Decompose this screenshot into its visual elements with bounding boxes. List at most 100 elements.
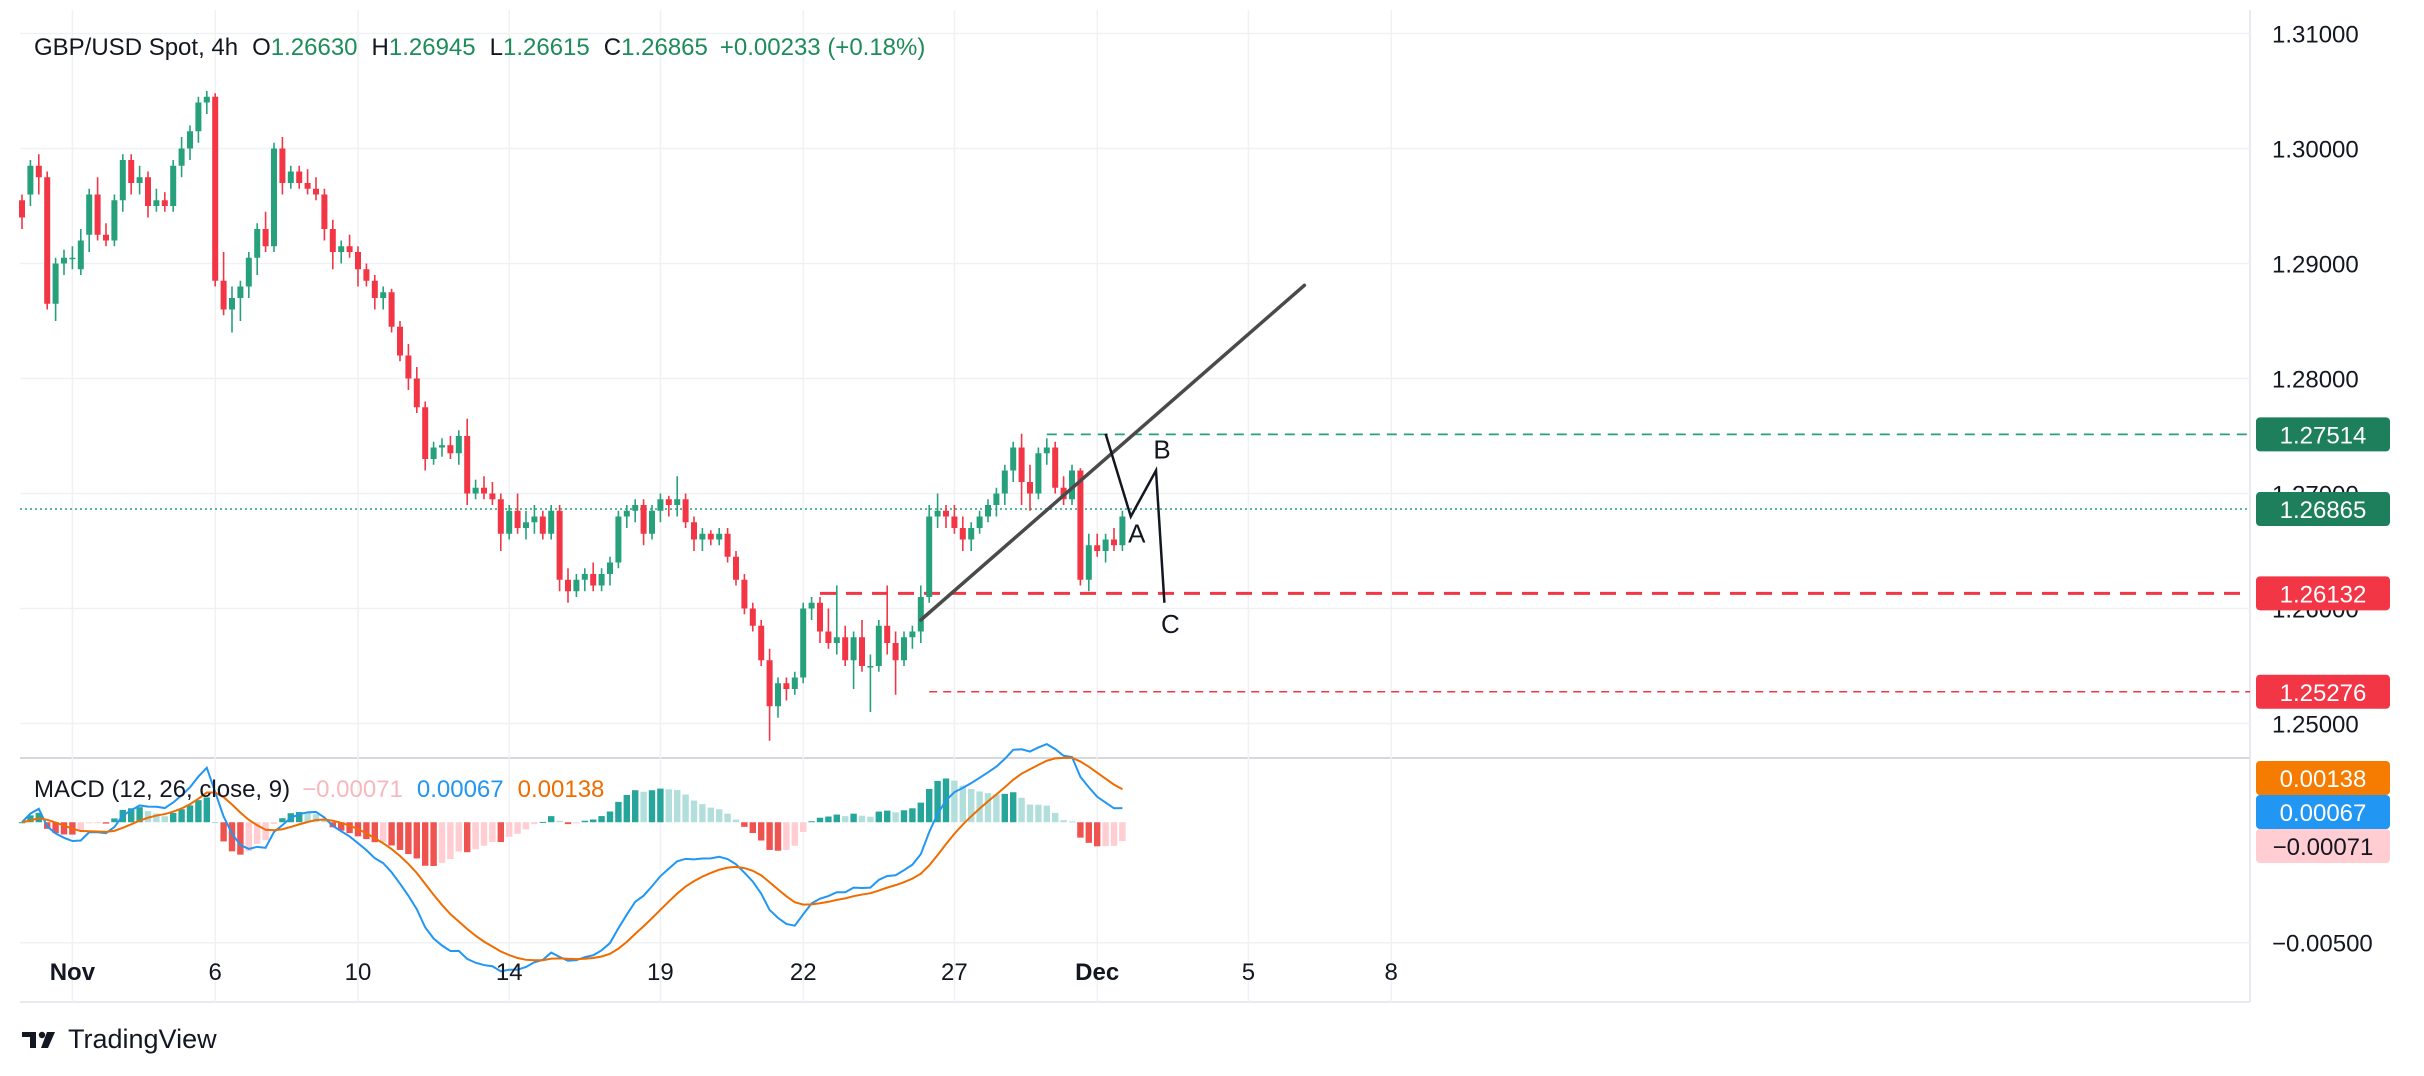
candle-body — [800, 608, 807, 678]
candle-body — [363, 269, 370, 281]
candles — [19, 91, 1126, 741]
macd-histogram-bar — [262, 822, 269, 841]
macd-histogram-bar — [413, 822, 420, 859]
macd-histogram-bar — [548, 816, 555, 823]
candle-body — [531, 516, 538, 523]
candle — [212, 93, 219, 287]
macd-histogram-bar — [951, 780, 958, 823]
macd-histogram-bar — [581, 820, 588, 823]
macd-histogram-bar — [220, 822, 227, 842]
macd-histogram-bar — [623, 794, 630, 823]
candle-body — [1069, 470, 1075, 500]
macd-histogram-bar — [245, 822, 252, 852]
candle-body — [783, 683, 790, 689]
candle-body — [489, 493, 496, 500]
candle — [380, 286, 387, 310]
candle — [119, 154, 126, 212]
candle-body — [447, 445, 454, 454]
candle — [338, 240, 345, 264]
candle — [741, 574, 748, 615]
close-label: C — [603, 34, 622, 61]
candle-body — [968, 528, 975, 540]
candle-body — [304, 183, 311, 189]
candle — [716, 528, 723, 546]
high-value: 1.26945 — [388, 34, 476, 61]
price-tick-label: 1.25000 — [2272, 712, 2359, 739]
candle-body — [413, 378, 420, 408]
candle — [1010, 441, 1017, 482]
candle-body — [775, 683, 781, 707]
time-tick-label: Nov — [50, 959, 96, 986]
candle — [405, 344, 412, 390]
candle-body — [245, 257, 252, 287]
candle-body — [229, 298, 235, 310]
candle-body — [212, 96, 219, 281]
candle-body — [833, 637, 840, 643]
macd-histogram-bar — [926, 788, 933, 823]
candle — [296, 165, 303, 189]
candle-body — [464, 436, 471, 494]
tradingview-brand[interactable]: TradingView — [20, 1024, 217, 1055]
candle — [271, 142, 277, 252]
candle-body — [178, 148, 185, 166]
candle-body — [86, 194, 93, 235]
candle — [926, 505, 933, 603]
candle — [187, 125, 193, 160]
candle — [363, 263, 370, 287]
candle-body — [573, 579, 580, 592]
candle — [161, 192, 168, 212]
candle-body — [52, 263, 59, 304]
candle-body — [758, 625, 765, 661]
macd-histogram-bar — [858, 815, 866, 823]
macd-histogram-bar — [321, 820, 328, 823]
candle-body — [850, 637, 857, 661]
candle-body — [313, 188, 319, 195]
macd-histogram-bar — [732, 819, 740, 823]
candle — [808, 597, 815, 620]
candle — [892, 631, 899, 695]
macd-histogram-bar — [993, 794, 1000, 823]
candle-body — [1094, 545, 1101, 551]
candle-body — [556, 510, 563, 580]
candle-body — [439, 445, 445, 448]
macd-histogram-bar — [816, 817, 824, 823]
macd-histogram-bar — [573, 822, 580, 824]
candle — [833, 585, 840, 655]
macd-histogram-bar — [598, 816, 605, 823]
macd-histogram-bar — [1018, 797, 1025, 823]
candle — [254, 223, 261, 275]
candle-body — [1018, 447, 1025, 482]
macd-histogram-bar — [984, 793, 992, 823]
candle-body — [136, 177, 143, 183]
macd-histogram-bar — [338, 822, 345, 831]
candle-body — [674, 499, 681, 505]
candle — [850, 631, 857, 689]
price-tick-label: 1.28000 — [2272, 367, 2359, 394]
candle-body — [103, 234, 109, 241]
candle-body — [875, 625, 882, 666]
candle-body — [926, 516, 933, 597]
candle — [565, 568, 571, 603]
macd-histogram-bar — [136, 807, 143, 823]
macd-histogram-bar — [1068, 821, 1076, 823]
macd-histogram-bar — [18, 822, 26, 824]
candle — [867, 654, 874, 712]
macd-histogram-bar — [312, 814, 320, 823]
candle-body — [397, 326, 403, 356]
wave-label-b: B — [1153, 435, 1170, 465]
low-label: L — [489, 34, 503, 61]
macd-histogram-bar — [1035, 804, 1042, 823]
candle-body — [951, 516, 958, 528]
macd-histogram-bar — [346, 822, 353, 834]
macd-histogram-bar — [1085, 822, 1092, 843]
candle — [1043, 438, 1050, 465]
macd-histogram-bar — [228, 822, 236, 852]
macd-histogram-bar — [867, 816, 874, 823]
candle-body — [959, 528, 966, 540]
macd-histogram-bar — [304, 812, 311, 823]
macd-histogram-bar — [380, 822, 387, 843]
candle-body — [665, 499, 672, 505]
candle — [623, 505, 630, 528]
candle-body — [237, 286, 244, 298]
